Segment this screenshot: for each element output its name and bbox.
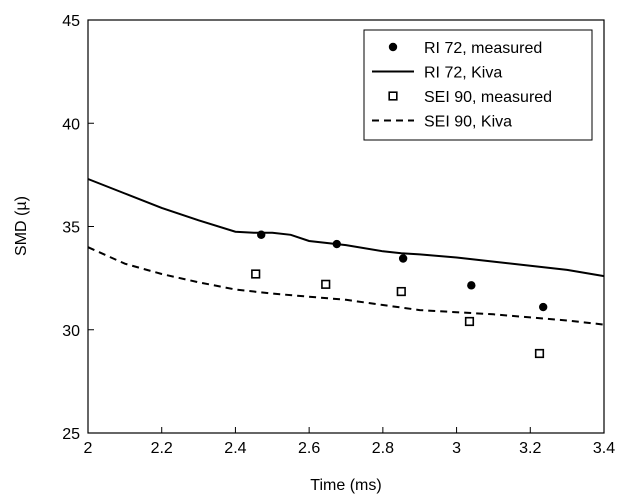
x-tick-label: 2.6 <box>298 440 320 457</box>
x-axis-label: Time (ms) <box>310 477 381 494</box>
legend-label: SEI 90, measured <box>424 89 552 106</box>
legend-label: RI 72, Kiva <box>424 65 502 82</box>
data-point-sei-90-measured <box>251 269 261 279</box>
x-tick-label: 3 <box>452 440 461 457</box>
data-point-ri-72-measured <box>538 302 548 312</box>
data-point-ri-72-measured <box>398 254 408 263</box>
x-tick-label: 3.4 <box>593 440 615 457</box>
x-tick-label: 2.8 <box>372 440 394 457</box>
series-line-sei-90-kiva <box>87 246 605 326</box>
y-tick-label: 35 <box>62 220 80 237</box>
y-tick-label: 40 <box>62 116 80 133</box>
y-tick-label: 45 <box>62 13 80 30</box>
data-point-sei-90-measured <box>534 348 545 359</box>
x-axis-ticks: 2 2.2 2.4 2.6 2.8 3 3.2 3.4 <box>84 427 615 457</box>
legend: RI 72, measured RI 72, Kiva SEI 90, measur… <box>363 29 593 141</box>
y-axis-label: SMD (µ) <box>13 196 30 256</box>
x-tick-label: 3.2 <box>519 440 541 457</box>
legend-box <box>363 29 593 141</box>
y-axis-ticks: 25 30 35 40 45 <box>62 13 94 443</box>
y-tick-label: 25 <box>62 426 80 443</box>
y-tick-label: 30 <box>62 323 80 340</box>
legend-label: SEI 90, Kiva <box>424 114 512 131</box>
legend-marker-swatch <box>388 91 398 101</box>
x-tick-label: 2.2 <box>151 440 173 457</box>
series-layer <box>87 178 605 359</box>
x-tick-label: 2 <box>84 440 93 457</box>
legend-marker-swatch <box>388 42 398 52</box>
series-line-ri-72-kiva <box>87 178 605 278</box>
data-point-sei-90-measured <box>396 286 406 297</box>
legend-label: RI 72, measured <box>424 40 542 57</box>
data-point-ri-72-measured <box>467 281 476 290</box>
data-point-sei-90-measured <box>464 316 475 327</box>
x-tick-label: 2.4 <box>224 440 246 457</box>
data-point-sei-90-measured <box>321 279 331 289</box>
